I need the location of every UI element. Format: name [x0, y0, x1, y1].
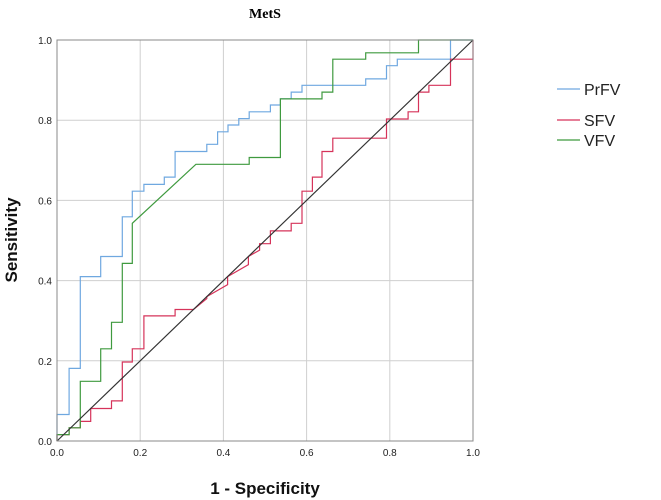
legend-label-prfv: PrFV: [584, 82, 621, 99]
plot-frame: [56, 39, 474, 442]
x-axis-label: 1 - Specificity: [210, 479, 320, 498]
chart-title: MetS: [249, 7, 281, 22]
series-line-prfv: [56, 39, 473, 441]
y-tick-label: 1.0: [38, 36, 52, 47]
reference-diagonal: [56, 39, 474, 442]
y-tick-label: 0.6: [38, 196, 52, 207]
legend-label-sfv: SFV: [584, 113, 615, 130]
y-tick-label: 0.0: [38, 437, 52, 448]
legend: PrFV SFV VFV: [557, 82, 621, 150]
x-tick-label: 0.4: [216, 448, 230, 459]
y-tick-label: 0.4: [38, 277, 52, 288]
y-tick-label: 0.2: [38, 357, 52, 368]
series-lines: [56, 39, 474, 442]
x-tick-label: 0.8: [383, 448, 397, 459]
y-axis-label: Sensitivity: [2, 197, 21, 283]
tick-labels: 0.0 0.2 0.4 0.6 0.8 1.0 0.0 0.2 0.4 0.6 0.8 1.0: [38, 36, 480, 459]
series-line-vfv: [56, 39, 473, 441]
legend-label-vfv: VFV: [584, 133, 615, 150]
x-tick-label: 0.2: [133, 448, 147, 459]
x-tick-label: 0.0: [50, 448, 64, 459]
y-tick-label: 0.8: [38, 116, 52, 127]
series-line-sfv: [56, 40, 474, 441]
x-tick-label: 0.6: [300, 448, 314, 459]
x-tick-label: 1.0: [466, 448, 480, 459]
